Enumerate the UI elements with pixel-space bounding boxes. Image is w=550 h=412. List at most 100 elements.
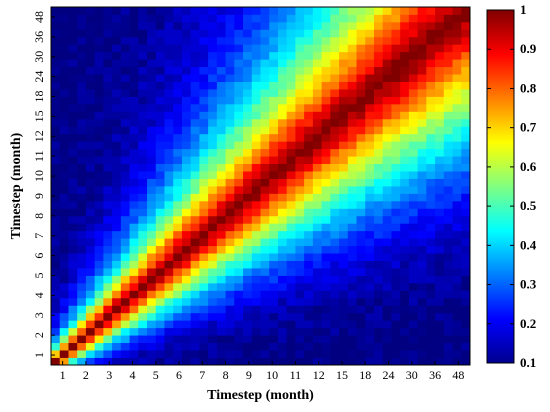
heatmap-cell bbox=[286, 74, 296, 82]
heatmap-cell bbox=[269, 96, 279, 105]
heatmap-cell bbox=[181, 21, 192, 30]
heatmap-cell bbox=[295, 111, 305, 120]
heatmap-cell bbox=[435, 282, 445, 291]
heatmap-cell bbox=[304, 297, 314, 306]
heatmap-cell bbox=[277, 111, 288, 120]
heatmap-cell bbox=[321, 126, 331, 135]
heatmap-cell bbox=[304, 253, 314, 261]
heatmap-cell bbox=[373, 350, 384, 358]
heatmap-cell bbox=[347, 327, 357, 336]
heatmap-cell bbox=[295, 14, 305, 23]
heatmap-cell bbox=[216, 96, 226, 105]
heatmap-cell bbox=[426, 51, 436, 60]
heatmap-cell bbox=[461, 66, 471, 75]
heatmap-cell bbox=[356, 245, 366, 254]
heatmap-cell bbox=[120, 320, 130, 329]
heatmap-cell bbox=[120, 335, 130, 344]
heatmap-cell bbox=[103, 74, 113, 82]
heatmap-cell bbox=[77, 7, 87, 15]
heatmap-cell bbox=[408, 186, 419, 194]
heatmap-cell bbox=[77, 118, 87, 127]
heatmap-cell bbox=[59, 111, 69, 120]
heatmap-cell bbox=[452, 133, 462, 142]
heatmap-cell bbox=[435, 21, 445, 30]
heatmap-cell bbox=[164, 51, 174, 60]
heatmap-cell bbox=[155, 238, 165, 247]
heatmap-cell bbox=[138, 342, 148, 351]
heatmap-cell bbox=[435, 305, 445, 314]
heatmap-cell bbox=[120, 275, 130, 284]
heatmap-cell bbox=[443, 14, 453, 23]
heatmap-cell bbox=[120, 245, 130, 254]
heatmap-cell bbox=[94, 163, 104, 172]
colorbar-gradient bbox=[486, 9, 515, 364]
heatmap-cell bbox=[129, 327, 139, 336]
heatmap-cell bbox=[452, 357, 462, 366]
heatmap-cell bbox=[382, 66, 392, 75]
heatmap-cell bbox=[251, 51, 261, 60]
heatmap-cell bbox=[443, 335, 453, 344]
heatmap-cell bbox=[339, 103, 349, 112]
heatmap-cell bbox=[68, 350, 78, 358]
heatmap-cell bbox=[443, 320, 453, 329]
heatmap-cell bbox=[216, 320, 226, 329]
heatmap-cell bbox=[94, 342, 104, 351]
heatmap-cell bbox=[77, 66, 87, 75]
heatmap-cell bbox=[260, 253, 270, 261]
y-tick-label: 18 bbox=[32, 91, 46, 103]
heatmap-cell bbox=[216, 66, 226, 75]
heatmap-cell bbox=[260, 141, 270, 150]
heatmap-cell bbox=[68, 245, 78, 254]
heatmap-cell bbox=[347, 208, 357, 217]
heatmap-cell bbox=[269, 51, 279, 60]
heatmap-cell bbox=[330, 178, 340, 187]
heatmap-cell bbox=[286, 103, 296, 112]
heatmap-cell bbox=[147, 200, 157, 209]
heatmap-cell bbox=[365, 156, 375, 165]
heatmap-cell bbox=[382, 350, 392, 358]
heatmap-cell bbox=[426, 29, 436, 38]
heatmap-cell bbox=[382, 200, 392, 209]
heatmap-cell bbox=[129, 163, 139, 172]
heatmap-cell bbox=[129, 21, 139, 30]
heatmap-cell bbox=[400, 59, 410, 68]
heatmap-cell bbox=[225, 186, 235, 194]
heatmap-cell bbox=[155, 297, 165, 306]
heatmap-cell bbox=[129, 89, 139, 97]
heatmap-cell bbox=[286, 230, 296, 239]
heatmap-cell bbox=[339, 253, 349, 261]
heatmap-cell bbox=[216, 238, 226, 247]
heatmap-cell bbox=[443, 96, 453, 105]
heatmap-cell bbox=[94, 141, 104, 150]
heatmap-cell bbox=[164, 320, 174, 329]
heatmap-cell bbox=[155, 66, 165, 75]
heatmap-cell bbox=[190, 66, 200, 75]
heatmap-cell bbox=[347, 141, 357, 150]
heatmap-cell bbox=[51, 163, 61, 172]
heatmap-cell bbox=[59, 215, 69, 224]
heatmap-cell bbox=[321, 96, 331, 105]
heatmap-cell bbox=[277, 223, 288, 232]
colorbar-ticks: 0.10.20.30.40.50.60.70.80.91 bbox=[487, 2, 537, 370]
heatmap-cell bbox=[304, 320, 314, 329]
heatmap-cell bbox=[373, 29, 384, 38]
heatmap-cell bbox=[347, 36, 357, 45]
heatmap-cell bbox=[94, 66, 104, 75]
heatmap-cell bbox=[269, 327, 279, 336]
heatmap-cell bbox=[277, 290, 288, 299]
heatmap-cell bbox=[59, 81, 69, 90]
heatmap-cell bbox=[435, 81, 445, 90]
heatmap-cell bbox=[85, 268, 96, 276]
heatmap-cell bbox=[138, 156, 148, 165]
heatmap-cell bbox=[330, 305, 340, 314]
heatmap-cell bbox=[417, 96, 427, 105]
heatmap-cell bbox=[181, 238, 192, 247]
heatmap-cell bbox=[155, 178, 165, 187]
heatmap-cell bbox=[120, 103, 130, 112]
heatmap-cell bbox=[164, 208, 174, 217]
heatmap-cell bbox=[435, 156, 445, 165]
heatmap-cell bbox=[269, 297, 279, 306]
heatmap-cell bbox=[295, 186, 305, 194]
heatmap-cell bbox=[190, 238, 200, 247]
